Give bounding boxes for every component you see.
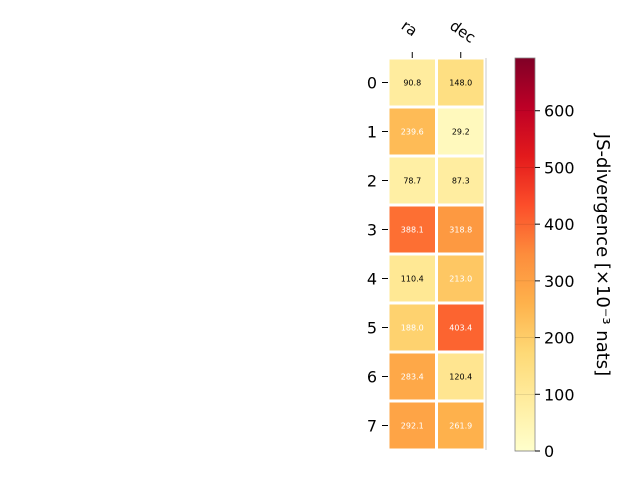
heatmap-cell-1-dec [438,108,484,155]
column-tick-label-ra: ra [398,17,421,41]
heatmap-cell-0-dec [438,59,484,106]
cell-value-label: 87.3 [452,177,470,186]
colorbar-tick-label-0: 0 [544,442,554,461]
row-tick-label-0: 0 [367,74,377,93]
heatmap-cell-4-ra [389,255,435,302]
row-tick-label-3: 3 [367,221,377,240]
heatmap-cells [389,58,487,450]
cell-value-label: 318.8 [449,226,472,235]
cell-value-labels: 90.8 148.0 239.6 29.2 78.7 87.3 388.1 318.8 110.… [401,79,472,431]
cell-value-label: 78.7 [403,177,421,186]
colorbar-tick-label-200: 200 [544,329,575,348]
cell-value-label: 388.1 [401,226,424,235]
column-tick-labels: ra dec [398,17,479,58]
cell-value-label: 148.0 [449,79,472,88]
cell-value-label: 188.0 [401,324,424,333]
cell-value-label: 110.4 [401,275,424,284]
row-tick-labels: 0 1 2 3 4 5 6 7 [367,74,388,436]
cell-value-label: 261.9 [449,422,472,431]
row-tick-label-4: 4 [367,270,377,289]
heatmap-cell-5-dec [438,304,484,351]
cell-value-label: 90.8 [403,79,421,88]
heatmap-cell-2-ra [389,157,435,204]
heatmap-cell-7-ra [389,402,435,449]
heatmap-cell-6-ra [389,353,435,400]
colorbar-tick-label-600: 600 [544,102,575,121]
colorbar [514,57,536,452]
colorbar-tick-label-500: 500 [544,158,575,177]
row-tick-label-7: 7 [367,417,377,436]
cell-value-label: 292.1 [401,422,424,431]
row-tick-label-6: 6 [367,368,377,387]
cell-value-label: 403.4 [449,324,472,333]
cell-value-label: 239.6 [401,128,424,137]
colorbar-tick-label-400: 400 [544,215,575,234]
cell-value-label: 213.0 [449,275,472,284]
row-tick-label-2: 2 [367,172,377,191]
colorbar-tick-label-300: 300 [544,272,575,291]
colorbar-tick-label-100: 100 [544,385,575,404]
heatmap-cell-6-dec [438,353,484,400]
heatmap-cell-2-dec [438,157,484,204]
heatmap-cell-7-dec [438,402,484,449]
colorbar-gradient [514,57,536,452]
row-tick-label-1: 1 [367,123,377,142]
heatmap-cell-5-ra [389,304,435,351]
heatmap-cell-4-dec [438,255,484,302]
heatmap-cell-0-ra [389,59,435,106]
cell-value-label: 283.4 [401,373,424,382]
row-tick-label-5: 5 [367,319,377,338]
heatmap-cell-1-ra [389,108,435,155]
colorbar-label: JS-divergence [×10⁻³ nats] [592,133,613,376]
cell-value-label: 29.2 [452,128,470,137]
heatmap-cell-3-dec [438,206,484,253]
column-tick-label-dec: dec [446,17,478,47]
colorbar-tick-labels: 0 100 200 300 400 500 600 [515,102,575,461]
heatmap-cell-3-ra [389,206,435,253]
cell-value-label: 120.4 [449,373,472,382]
